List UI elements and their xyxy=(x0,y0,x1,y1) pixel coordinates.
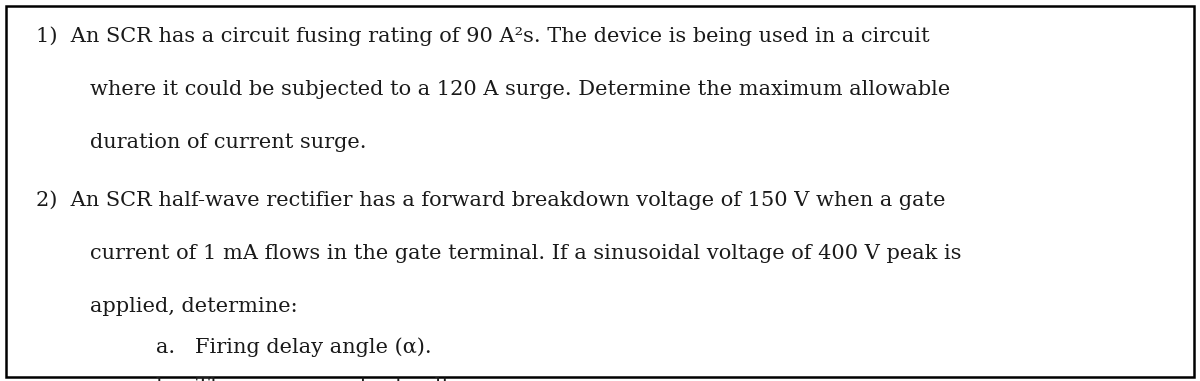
Text: 1)  An SCR has a circuit fusing rating of 90 A²s. The device is being used in a : 1) An SCR has a circuit fusing rating of… xyxy=(36,27,930,46)
Text: b.   The average output voltage.: b. The average output voltage. xyxy=(156,377,494,381)
Text: 2)  An SCR half-wave rectifier has a forward breakdown voltage of 150 V when a g: 2) An SCR half-wave rectifier has a forw… xyxy=(36,190,946,210)
Text: duration of current surge.: duration of current surge. xyxy=(90,133,366,152)
Text: where it could be subjected to a 120 A surge. Determine the maximum allowable: where it could be subjected to a 120 A s… xyxy=(90,80,950,99)
Text: a.   Firing delay angle (α).: a. Firing delay angle (α). xyxy=(156,337,432,357)
Text: current of 1 mA flows in the gate terminal. If a sinusoidal voltage of 400 V pea: current of 1 mA flows in the gate termin… xyxy=(90,244,961,263)
Text: applied, determine:: applied, determine: xyxy=(90,297,298,316)
FancyBboxPatch shape xyxy=(6,6,1194,377)
